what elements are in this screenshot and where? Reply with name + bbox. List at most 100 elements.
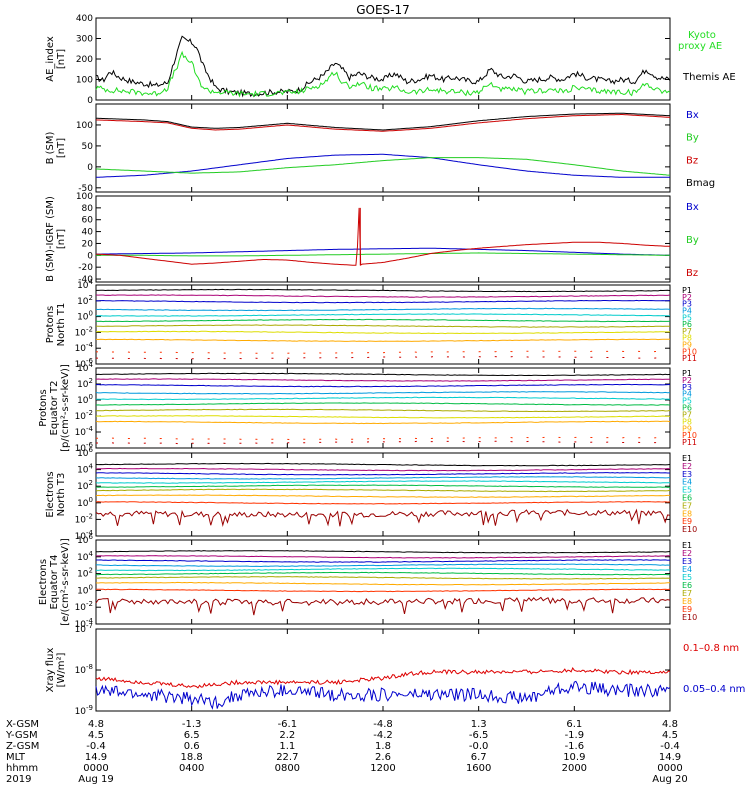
x-row-label-y-gsm: Y-GSM [5, 730, 38, 741]
x-axis-value: 10.9 [563, 752, 585, 763]
x-axis-value: 4.8 [662, 719, 678, 730]
x-axis-value: -6.5 [469, 730, 489, 741]
channel-line-p2 [95, 378, 671, 382]
x-axis-value: 4.5 [662, 730, 678, 741]
legend-xray-long: 0.05–0.4 nm [683, 684, 745, 695]
y-tick-label: 10-4 [75, 617, 94, 630]
legend-p7: P7 [682, 327, 692, 336]
legend-p1: P1 [682, 369, 692, 378]
x-axis-value: 1200 [370, 763, 395, 774]
y-axis-label: Protons [38, 389, 49, 426]
y-tick-label: 104 [77, 361, 93, 374]
legend-p3: P3 [682, 300, 692, 309]
y-tick-label: 80 [82, 204, 94, 214]
legend-xray-short: 0.1–0.8 nm [683, 643, 739, 654]
x-axis-value: 1.8 [375, 741, 391, 752]
channel-line-e6 [95, 571, 671, 576]
y-tick-label: 10-4 [75, 425, 94, 438]
channel-line-p7 [95, 324, 671, 328]
y-tick-label: 100 [77, 583, 93, 596]
y-tick-label: 102 [77, 294, 93, 307]
y-tick-label: 100 [77, 393, 93, 406]
legend-e7: E7 [682, 501, 692, 510]
y-tick-label: 100 [77, 310, 93, 323]
legend-e4: E4 [682, 478, 692, 487]
channel-line-e9 [95, 501, 671, 505]
x-axis-value: -6.1 [278, 719, 298, 730]
x-axis-value: 14.9 [659, 752, 681, 763]
x-axis-value: Aug 20 [652, 774, 687, 785]
channel-line-e3 [95, 471, 670, 476]
x-axis-table: X-GSMY-GSMZ-GSMMLThhmm20194.84.5-0.414.9… [5, 719, 688, 785]
channel-line-e10 [95, 596, 671, 616]
legend-e6: E6 [682, 494, 692, 503]
y-axis-label: [nT] [56, 229, 67, 249]
channel-line-p8 [95, 330, 670, 335]
y-tick-label: 106 [77, 446, 93, 459]
x-axis-value: -1.6 [565, 741, 585, 752]
panel-prot_t2: 104 102 100 10-2 10-4 10-6 Protons Equator T2 [p… [38, 361, 697, 454]
y-tick-label: 100 [76, 121, 93, 131]
y-tick-label: 104 [77, 278, 93, 291]
legend-p9: P9 [682, 424, 692, 433]
legend-e2: E2 [682, 549, 692, 558]
panel-bsm: -50 0 50 100 B (SM) [nT] Bx By Bz Bmag [45, 103, 715, 194]
channel-line-p5 [95, 396, 671, 401]
series-line-bx [96, 247, 670, 256]
x-row-label-2019: 2019 [6, 774, 31, 785]
legend-themis-ae: Themis AE [682, 72, 736, 83]
legend-bz: Bz [686, 268, 698, 279]
x-axis-value: 0000 [657, 763, 682, 774]
legend-e1: E1 [682, 454, 692, 463]
channel-line-p9 [95, 338, 671, 343]
y-tick-label: 104 [77, 463, 93, 476]
x-axis-value: Aug 19 [78, 774, 113, 785]
y-tick-label: 102 [77, 479, 93, 492]
y-axis-label: [nT] [56, 49, 67, 69]
channel-line-e3 [96, 559, 671, 563]
x-axis-value: -1.9 [565, 730, 585, 741]
y-tick-label: 106 [77, 533, 93, 546]
channel-line-p11 [95, 356, 670, 360]
channel-line-e2 [96, 555, 671, 559]
y-axis-label: B (SM)-IGRF (SM) [45, 196, 56, 282]
x-axis-value: 0400 [179, 763, 204, 774]
legend-p11: P11 [682, 354, 697, 363]
channel-line-e7 [95, 488, 671, 493]
y-tick-label: 40 [82, 228, 94, 238]
y-tick-label: 10-8 [75, 663, 93, 676]
y-tick-label: 10-7 [75, 622, 93, 635]
channel-line-e1 [95, 462, 671, 467]
channel-line-e5 [95, 567, 671, 572]
y-tick-label: 60 [82, 216, 94, 226]
legend-p9: P9 [682, 341, 692, 350]
channel-line-p1 [96, 288, 671, 293]
y-tick-label: 100 [76, 192, 93, 202]
x-axis-value: 1600 [466, 763, 491, 774]
legend-p4: P4 [682, 306, 692, 315]
x-row-label-hhmm: hhmm [6, 763, 38, 774]
y-axis-label: [e/(cm²-s-sr-keV)] [60, 538, 71, 626]
y-tick-label: 50 [82, 142, 94, 152]
legend-p10: P10 [682, 347, 697, 356]
y-tick-label: 102 [77, 377, 93, 390]
channel-line-p9 [95, 420, 671, 425]
channel-line-p2 [95, 294, 671, 298]
channel-line-p4 [95, 307, 671, 312]
channel-line-p10 [96, 436, 671, 441]
channel-line-p5 [95, 313, 671, 317]
y-tick-label: 100 [77, 496, 93, 509]
y-tick-label: 10-6 [75, 357, 94, 370]
legend-e3: E3 [682, 557, 692, 566]
channel-line-p1 [95, 372, 671, 377]
series-line-bz [95, 207, 671, 266]
channel-line-e4 [95, 563, 671, 568]
legend-e8: E8 [682, 509, 692, 518]
channel-line-p8 [95, 415, 670, 419]
figure-title: GOES-17 [356, 3, 410, 17]
x-axis-value: 4.5 [88, 730, 104, 741]
